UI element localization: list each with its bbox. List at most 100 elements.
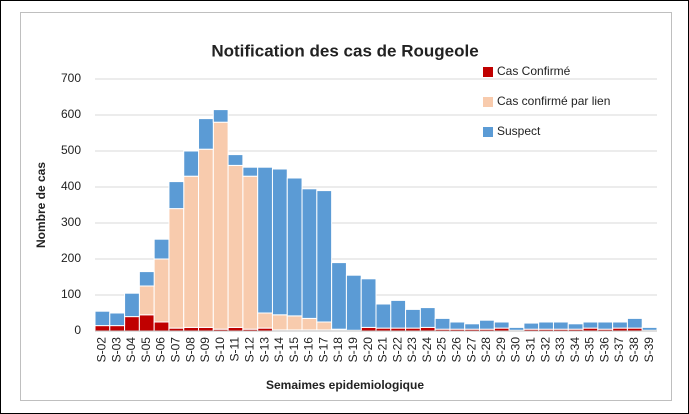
x-tick-label: S-19 — [346, 337, 360, 363]
bar-segment — [257, 312, 273, 329]
bar-segment — [538, 321, 554, 330]
bar-segment — [183, 326, 200, 332]
x-tick-label: S-23 — [405, 337, 419, 363]
bar-segment — [109, 312, 126, 327]
x-tick-label: S-03 — [109, 337, 123, 363]
bar-segment — [183, 150, 200, 177]
x-tick-label: S-13 — [257, 337, 271, 363]
bar-segment — [271, 168, 288, 316]
x-tick-label: S-27 — [464, 337, 478, 363]
x-tick-label: S-35 — [583, 337, 597, 363]
bar-segment — [597, 321, 614, 330]
bar-segment — [582, 321, 599, 329]
bar-segment — [271, 314, 288, 331]
bar-segment — [316, 190, 333, 323]
bar-segment — [183, 175, 200, 328]
x-tick-label: S-37 — [612, 337, 626, 363]
bar-segment — [419, 326, 436, 332]
bar-segment — [641, 326, 658, 331]
y-axis-title: Nombre de cas — [34, 162, 48, 248]
bar-segment — [390, 299, 407, 329]
chart-title: Notification des cas de Rougeole — [211, 41, 478, 60]
y-tick-label: 0 — [74, 323, 81, 337]
bar-segment — [508, 326, 525, 331]
x-tick-label: S-31 — [523, 337, 537, 363]
bar-segment — [301, 317, 318, 331]
y-tick-label: 400 — [61, 179, 81, 193]
x-tick-label: S-09 — [198, 337, 212, 363]
x-tick-label: S-24 — [420, 337, 434, 363]
legend-swatch — [483, 127, 493, 137]
x-tick-label: S-22 — [390, 337, 404, 363]
bar-segment — [212, 109, 229, 123]
bar-segment — [138, 285, 155, 316]
y-tick-label: 300 — [61, 215, 81, 229]
x-tick-label: S-05 — [139, 337, 153, 363]
bar-segment — [286, 315, 303, 331]
bar-segment — [138, 314, 155, 332]
x-tick-label: S-38 — [627, 337, 641, 363]
bar-segment — [242, 166, 259, 177]
bar-segment — [227, 164, 244, 328]
bar-segment — [331, 262, 347, 330]
bar-segment — [449, 321, 466, 330]
x-tick-label: S-39 — [642, 337, 656, 363]
bar-segment — [434, 317, 451, 330]
x-tick-label: S-25 — [435, 337, 449, 363]
bar-segment — [168, 181, 185, 210]
bar-segment — [360, 326, 377, 332]
x-tick-label: S-32 — [538, 337, 552, 363]
x-tick-label: S-29 — [494, 337, 508, 363]
x-axis-title: Semaimes epidemiologique — [266, 378, 424, 392]
bar-segment — [612, 321, 628, 329]
bar-segment — [153, 258, 170, 323]
x-tick-label: S-15 — [287, 337, 301, 363]
bar-segment — [257, 166, 273, 314]
x-tick-label: S-28 — [479, 337, 493, 363]
y-tick-label: 500 — [61, 143, 81, 157]
x-tick-label: S-17 — [316, 337, 330, 363]
x-tick-label: S-02 — [95, 337, 109, 363]
bar-segment — [94, 310, 111, 327]
y-tick-label: 100 — [61, 287, 81, 301]
bar-segment — [360, 278, 377, 328]
bar-segment — [153, 321, 170, 332]
x-tick-label: S-16 — [302, 337, 316, 363]
x-tick-label: S-21 — [376, 337, 390, 363]
x-tick-label: S-30 — [509, 337, 523, 363]
bar-segment — [493, 321, 510, 329]
x-tick-label: S-14 — [272, 337, 286, 363]
legend-swatch — [483, 67, 493, 77]
x-tick-label: S-20 — [361, 337, 375, 363]
bar-segment — [464, 323, 481, 330]
bar-segment — [552, 321, 569, 330]
legend-swatch — [483, 97, 493, 107]
bar-segment — [345, 274, 362, 331]
bar-segment — [212, 121, 229, 330]
bar-segment — [405, 308, 421, 329]
bar-segment — [626, 317, 643, 329]
legend-label: Suspect — [497, 124, 541, 138]
bar-segment — [124, 316, 140, 332]
bar-segment — [316, 321, 333, 331]
x-tick-label: S-07 — [169, 337, 183, 363]
x-tick-label: S-06 — [154, 337, 168, 363]
bar-segment — [523, 322, 540, 330]
legend-label: Cas Confirmé — [497, 64, 571, 78]
bar-segment — [227, 326, 244, 332]
x-tick-label: S-12 — [242, 337, 256, 363]
x-tick-label: S-08 — [183, 337, 197, 363]
bar-segment — [242, 175, 259, 330]
bar-segment — [301, 188, 318, 319]
x-tick-label: S-26 — [450, 337, 464, 363]
legend-label: Cas confirmé par lien — [497, 94, 610, 108]
x-tick-label: S-34 — [568, 337, 582, 363]
bar-segment — [479, 319, 495, 330]
y-tick-label: 600 — [61, 107, 81, 121]
bar-segment — [94, 325, 111, 332]
bar-segment — [286, 177, 303, 317]
bar-segment — [124, 292, 140, 318]
y-tick-label: 700 — [61, 71, 81, 85]
bar-segment — [168, 208, 185, 329]
